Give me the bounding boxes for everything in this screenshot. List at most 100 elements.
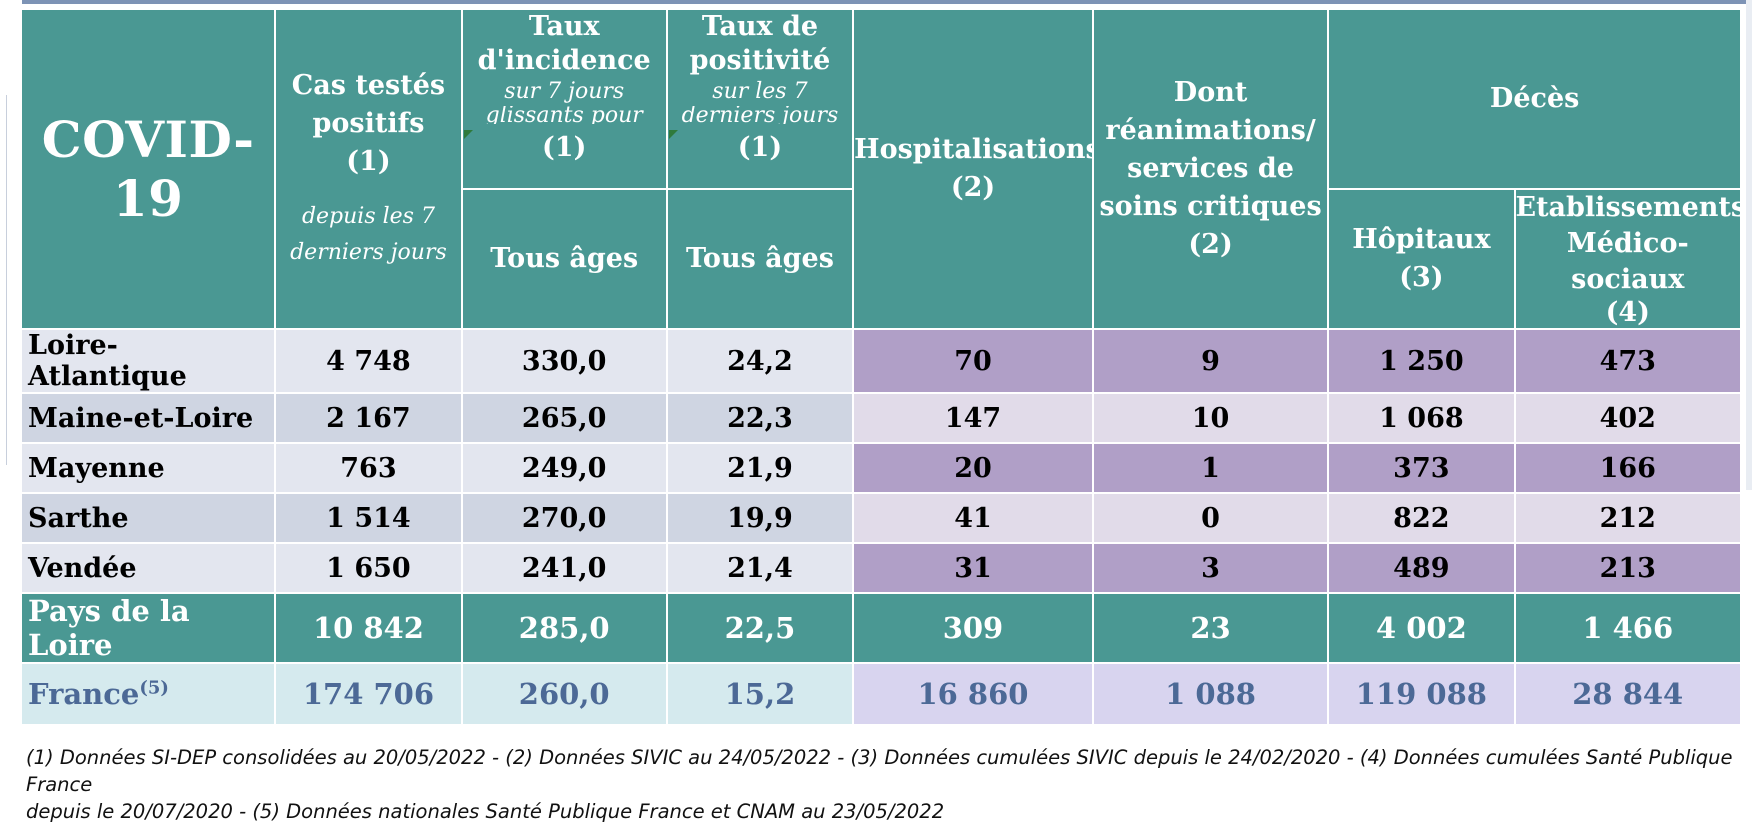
header-rea-ref: (2) [1188,229,1233,260]
header-pos-ref: (1) [737,132,783,163]
cell-positivite: 21,9 [665,442,855,494]
cell-incidence: 270,0 [460,492,668,544]
total-ems: 1 466 [1513,592,1742,664]
header-inc-age-label: Tous âges [490,243,639,274]
header-hosp-line1: Hospitalisations [854,134,1093,165]
header-deces-label: Décès [1489,83,1580,114]
cell-cas: 1 514 [274,492,463,544]
header-inc-age: Tous âges [460,188,668,330]
total-row: Pays de la Loire 10 842 285,0 22,5 309 2… [19,592,1742,664]
cell-ems: 473 [1513,328,1742,394]
row-name: Mayenne [19,442,277,494]
header-cas-sub2: derniers jours [290,240,447,265]
cell-positivite: 19,9 [665,492,855,544]
header-rea-line1: Dont [1173,77,1248,108]
table-title: COVID-19 [19,8,277,330]
cell-incidence: 330,0 [460,328,668,394]
top-border-line [22,0,1752,4]
header-pos-age-label: Tous âges [685,243,834,274]
france-hosp: 16 860 [852,662,1094,726]
cell-rea: 1 [1091,442,1330,494]
header-reanimations: Dont réanimations/ services de soins cri… [1091,8,1330,330]
cell-incidence: 249,0 [460,442,668,494]
total-name: Pays de la Loire [19,592,277,664]
header-pos-age: Tous âges [665,188,855,330]
header-incidence: Taux d'incidence sur 7 jours glissants p… [460,8,668,190]
header-cas-line1: Cas testés [291,70,446,101]
table-row: Vendée 1 650 241,0 21,4 31 3 489 213 [19,542,1742,594]
row-name: Loire-Atlantique [19,328,277,394]
cell-cas: 1 650 [274,542,463,594]
header-ems-line2: Médico-sociaux [1566,228,1689,295]
header-hospitalisations: Hospitalisations (2) [852,8,1094,330]
header-rea-line4: soins critiques [1099,191,1322,222]
header-rea-line3: services de [1127,153,1294,184]
header-pos-line1: Taux de [701,11,819,42]
cell-hopitaux: 489 [1327,542,1516,594]
header-cas-ref: (1) [346,146,391,177]
left-edge-decoration [0,95,7,465]
france-row: France(5) 174 706 260,0 15,2 16 860 1 08… [19,662,1742,726]
france-incidence: 260,0 [460,662,668,726]
cell-positivite: 24,2 [665,328,855,394]
header-pos-sub2: derniers jours [681,106,839,124]
header-pos-line2: positivité [689,45,831,76]
table-row: Mayenne 763 249,0 21,9 20 1 373 166 [19,442,1742,494]
total-hopitaux: 4 002 [1327,592,1516,664]
header-cas-sub1: depuis les 7 [301,204,435,229]
cell-rea: 0 [1091,492,1330,544]
row-name: Sarthe [19,492,277,544]
header-cas-line2: positifs [312,108,425,139]
france-ems: 28 844 [1513,662,1742,726]
row-name: Maine-et-Loire [19,392,277,444]
cell-rea: 9 [1091,328,1330,394]
france-name: France [28,677,140,711]
france-hopitaux: 119 088 [1327,662,1516,726]
header-inc-line2: d'incidence [477,45,651,76]
cell-hopitaux: 1 068 [1327,392,1516,444]
header-inc-ref: (1) [542,132,587,163]
right-edge-decoration [1746,0,1752,490]
france-rea: 1 088 [1091,662,1330,726]
table-row: Maine-et-Loire 2 167 265,0 22,3 147 10 1… [19,392,1742,444]
france-superscript: (5) [139,677,169,699]
total-incidence: 285,0 [460,592,668,664]
cell-incidence: 265,0 [460,392,668,444]
row-name: Vendée [19,542,277,594]
header-deces: Décès [1327,8,1742,190]
header-hopitaux-label: Hôpitaux (3) [1352,224,1491,293]
total-cas: 10 842 [274,592,463,664]
header-pos-sub1: sur les 7 [712,79,808,104]
footnote-line2: depuis le 20/07/2020 - (5) Données natio… [26,800,945,823]
cell-ems: 213 [1513,542,1742,594]
france-cas: 174 706 [274,662,463,726]
header-inc-sub2: glissants pour [485,106,643,124]
cell-rea: 10 [1091,392,1330,444]
covid-table: COVID-19 Cas testés positifs (1) depuis … [19,8,1742,726]
cell-cas: 763 [274,442,463,494]
cell-hosp: 70 [852,328,1094,394]
cell-hopitaux: 1 250 [1327,328,1516,394]
cell-incidence: 241,0 [460,542,668,594]
cell-hosp: 20 [852,442,1094,494]
cell-ems: 166 [1513,442,1742,494]
header-inc-line1: Taux [528,11,600,42]
header-inc-sub1: sur 7 jours [504,79,625,104]
cell-cas: 4 748 [274,328,463,394]
cell-ems: 212 [1513,492,1742,544]
table-row: Loire-Atlantique 4 748 330,0 24,2 70 9 1… [19,328,1742,394]
header-positivite: Taux de positivité sur les 7 derniers jo… [665,8,855,190]
cell-hosp: 31 [852,542,1094,594]
header-cas-testes: Cas testés positifs (1) depuis les 7 der… [274,8,463,330]
cell-positivite: 22,3 [665,392,855,444]
cell-cas: 2 167 [274,392,463,444]
cell-hopitaux: 822 [1327,492,1516,544]
cell-hosp: 147 [852,392,1094,444]
comment-marker-icon [463,130,473,139]
table-row: Sarthe 1 514 270,0 19,9 41 0 822 212 [19,492,1742,544]
header-hosp-ref: (2) [950,172,996,203]
cell-hopitaux: 373 [1327,442,1516,494]
cell-hosp: 41 [852,492,1094,544]
footnote: (1) Données SI-DEP consolidées au 20/05/… [26,744,1746,825]
total-rea: 23 [1091,592,1330,664]
